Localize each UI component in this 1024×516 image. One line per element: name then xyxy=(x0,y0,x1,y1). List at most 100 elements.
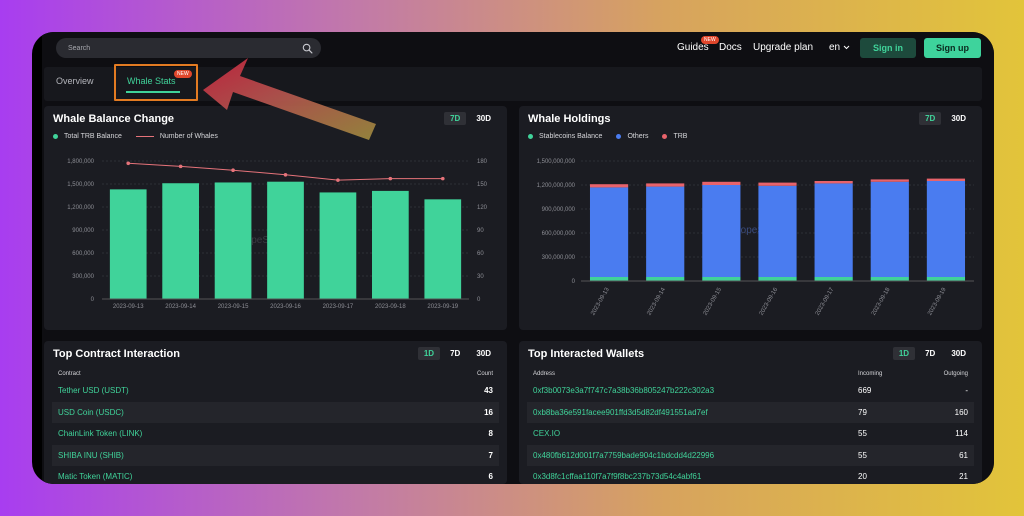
range-30d-button[interactable]: 30D xyxy=(476,349,491,358)
legend-stablecoins[interactable]: Stablecoins Balance xyxy=(528,133,602,140)
range-30d-button[interactable]: 30D xyxy=(951,349,966,358)
nav-upgrade-plan[interactable]: Upgrade plan xyxy=(753,42,814,53)
wallet-address[interactable]: 0xf3b0073e3a7f747c7a38b36b805247b222c302… xyxy=(533,386,715,396)
bar-segment[interactable] xyxy=(870,277,909,281)
y-tick-label: 1,200,000,000 xyxy=(537,183,576,189)
line-point[interactable] xyxy=(440,176,445,181)
y-tick-label: 300,000,000 xyxy=(542,255,576,261)
legend-others[interactable]: Others xyxy=(616,133,648,140)
bar-segment[interactable] xyxy=(758,185,797,277)
legend-total-trb[interactable]: Total TRB Balance xyxy=(53,133,122,140)
line-point[interactable] xyxy=(388,176,393,181)
x-tick-label: 2023-09-13 xyxy=(590,286,611,316)
bar-segment[interactable] xyxy=(926,277,966,281)
range-30d-button[interactable]: 30D xyxy=(476,114,491,123)
bar-segment[interactable] xyxy=(814,181,853,184)
bar[interactable] xyxy=(162,183,199,299)
sign-in-button[interactable]: Sign in xyxy=(860,38,916,58)
contract-name[interactable]: Matic Token (MATIC) xyxy=(58,472,133,482)
col-address: Address xyxy=(533,371,556,377)
bar-segment[interactable] xyxy=(589,187,629,277)
bar[interactable] xyxy=(424,199,462,299)
line-point[interactable] xyxy=(283,173,288,177)
bar[interactable] xyxy=(214,182,252,299)
range-1d-button[interactable]: 1D xyxy=(892,347,916,360)
table-row[interactable]: Tether USD (USDT) 43 xyxy=(52,380,499,402)
contract-name[interactable]: USD Coin (USDC) xyxy=(58,407,124,417)
tab-whale-stats[interactable]: Whale Stats xyxy=(127,76,176,86)
legend-trb[interactable]: TRB xyxy=(662,133,687,140)
whale-stats-new-badge: NEW xyxy=(174,70,192,78)
whale-stats-highlight xyxy=(114,64,198,101)
table-row[interactable]: 0x480fb612d001f7a7759bade904c1bdcdd4d229… xyxy=(527,444,974,466)
legend-number-of-whales[interactable]: Number of Whales xyxy=(135,133,218,140)
contract-count: 16 xyxy=(484,407,493,417)
whale-holdings-range: 7D 30D xyxy=(919,112,972,125)
bar-segment[interactable] xyxy=(589,277,629,281)
search-bar[interactable]: Search xyxy=(56,38,321,58)
contract-count: 6 xyxy=(488,472,493,482)
bar[interactable] xyxy=(267,181,304,299)
bar-segment[interactable] xyxy=(589,184,629,188)
contract-name[interactable]: Tether USD (USDT) xyxy=(58,386,129,396)
bar-segment[interactable] xyxy=(758,182,797,186)
table-row[interactable]: 0xb8ba36e591facee901ffd3d5d82df491551ad7… xyxy=(527,401,974,423)
table-row[interactable]: 0x3d8fc1cffaa110f7a7f9f8bc237b73d54c4abf… xyxy=(527,466,974,484)
bar-segment[interactable] xyxy=(646,183,685,187)
contract-name[interactable]: ChainLink Token (LINK) xyxy=(58,429,143,439)
contract-name[interactable]: SHIBA INU (SHIB) xyxy=(58,450,124,460)
bar-segment[interactable] xyxy=(646,277,685,281)
table-row[interactable]: CEX.IO 55 114 xyxy=(527,423,974,445)
bar-segment[interactable] xyxy=(646,186,685,277)
search-icon[interactable] xyxy=(302,43,313,54)
table-row[interactable]: USD Coin (USDC) 16 xyxy=(52,401,499,423)
sign-up-button[interactable]: Sign up xyxy=(924,38,981,58)
table-row[interactable]: ChainLink Token (LINK) 8 xyxy=(52,423,499,445)
line-point[interactable] xyxy=(126,161,131,166)
search-placeholder[interactable]: Search xyxy=(68,44,91,52)
wallet-address[interactable]: 0x480fb612d001f7a7759bade904c1bdcdd4d229… xyxy=(533,450,715,460)
bar[interactable] xyxy=(319,192,357,299)
bar-segment[interactable] xyxy=(814,277,853,281)
range-1d-button[interactable]: 1D xyxy=(417,347,441,360)
bar-segment[interactable] xyxy=(814,183,853,277)
wallet-address[interactable]: CEX.IO xyxy=(533,429,561,439)
bar-segment[interactable] xyxy=(926,181,966,277)
bar-segment[interactable] xyxy=(926,178,966,181)
table-row[interactable]: Matic Token (MATIC) 6 xyxy=(52,466,499,484)
screenshot-frame: Search Guides NEW Docs Upgrade plan en S… xyxy=(32,32,994,484)
nav-docs[interactable]: Docs xyxy=(719,42,742,53)
range-7d-button[interactable]: 7D xyxy=(450,349,461,358)
bar-segment[interactable] xyxy=(870,181,909,277)
bar-segment[interactable] xyxy=(702,277,741,281)
range-7d-button[interactable]: 7D xyxy=(925,349,936,358)
table-row[interactable]: 0xf3b0073e3a7f747c7a38b36b805247b222c302… xyxy=(527,380,974,402)
y2-tick-label: 120 xyxy=(477,205,488,211)
line-point[interactable] xyxy=(178,164,183,169)
bar-segment[interactable] xyxy=(702,181,741,185)
bar[interactable] xyxy=(372,190,409,299)
line-point[interactable] xyxy=(231,168,235,172)
wallet-address[interactable]: 0x3d8fc1cffaa110f7a7f9f8bc237b73d54c4abf… xyxy=(533,472,702,482)
wallet-address[interactable]: 0xb8ba36e591facee901ffd3d5d82df491551ad7… xyxy=(533,407,708,417)
range-7d-button[interactable]: 7D xyxy=(444,112,467,125)
range-30d-button[interactable]: 30D xyxy=(951,114,966,123)
wallet-incoming: 55 xyxy=(858,450,867,460)
bar-segment[interactable] xyxy=(870,179,909,182)
bar[interactable] xyxy=(109,189,147,299)
y-tick-label: 900,000 xyxy=(72,228,94,234)
y-tick-label: 600,000 xyxy=(72,251,94,257)
col-incoming: Incoming xyxy=(858,371,883,377)
language-select[interactable]: en xyxy=(829,42,850,53)
x-tick-label: 2023-09-19 xyxy=(427,304,458,310)
wallets-title: Top Interacted Wallets xyxy=(528,348,645,360)
tab-overview[interactable]: Overview xyxy=(56,76,94,86)
guides-new-badge: NEW xyxy=(701,36,719,44)
range-7d-button[interactable]: 7D xyxy=(919,112,942,125)
y-tick-label: 0 xyxy=(91,297,95,303)
nav-guides[interactable]: Guides xyxy=(677,42,709,53)
line-point[interactable] xyxy=(336,178,340,182)
bar-segment[interactable] xyxy=(702,185,741,277)
bar-segment[interactable] xyxy=(758,277,797,281)
table-row[interactable]: SHIBA INU (SHIB) 7 xyxy=(52,444,499,466)
